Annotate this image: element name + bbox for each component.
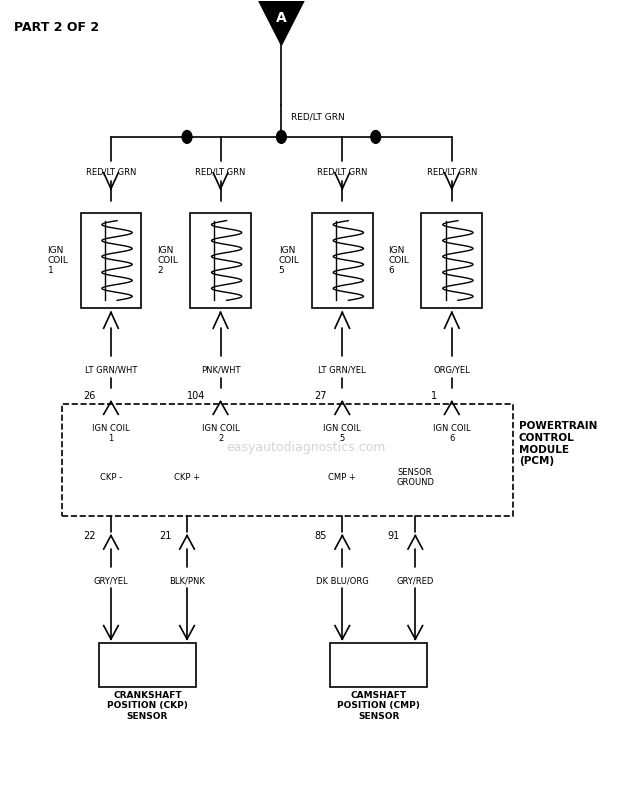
Text: BLK/PNK: BLK/PNK (169, 577, 205, 586)
Text: IGN COIL
2: IGN COIL 2 (201, 424, 239, 443)
Text: 21: 21 (159, 530, 172, 541)
Text: CAMSHAFT
POSITION (CMP)
SENSOR: CAMSHAFT POSITION (CMP) SENSOR (337, 691, 420, 721)
Text: ORG/YEL: ORG/YEL (433, 366, 470, 374)
Text: LT GRN/WHT: LT GRN/WHT (85, 366, 137, 374)
Circle shape (371, 130, 381, 143)
Text: PART 2 OF 2: PART 2 OF 2 (14, 22, 99, 34)
Text: 22: 22 (83, 530, 96, 541)
Text: RED/LT GRN: RED/LT GRN (86, 167, 136, 176)
Bar (421, 213, 482, 308)
Polygon shape (254, 0, 309, 46)
Circle shape (276, 130, 286, 143)
Bar (190, 213, 251, 308)
Text: CKP +: CKP + (174, 473, 200, 482)
Text: CMP +: CMP + (328, 473, 356, 482)
Text: IGN
COIL
5: IGN COIL 5 (279, 246, 300, 275)
Text: SENSOR
GROUND: SENSOR GROUND (396, 468, 434, 487)
Text: LT GRN/YEL: LT GRN/YEL (318, 366, 366, 374)
Circle shape (182, 130, 192, 143)
Text: 27: 27 (315, 391, 327, 401)
Bar (80, 213, 142, 308)
Text: POWERTRAIN
CONTROL
MODULE
(PCM): POWERTRAIN CONTROL MODULE (PCM) (519, 422, 597, 466)
Text: IGN
COIL
1: IGN COIL 1 (48, 246, 69, 275)
Text: 1: 1 (431, 391, 436, 401)
Text: GRY/RED: GRY/RED (397, 577, 434, 586)
Text: GRY/YEL: GRY/YEL (94, 577, 129, 586)
Text: easyautodiagnostics.com: easyautodiagnostics.com (226, 442, 386, 454)
Text: IGN
COIL
2: IGN COIL 2 (157, 246, 178, 275)
Text: 104: 104 (187, 391, 205, 401)
Text: IGN COIL
1: IGN COIL 1 (92, 424, 130, 443)
Text: IGN COIL
6: IGN COIL 6 (433, 424, 471, 443)
Bar (330, 643, 428, 687)
Text: IGN COIL
5: IGN COIL 5 (323, 424, 361, 443)
Text: 26: 26 (83, 391, 96, 401)
Text: RED/LT GRN: RED/LT GRN (290, 113, 344, 122)
Text: DK BLU/ORG: DK BLU/ORG (316, 577, 368, 586)
Bar (312, 213, 373, 308)
Text: PNK/WHT: PNK/WHT (201, 366, 240, 374)
Text: RED/LT GRN: RED/LT GRN (317, 167, 368, 176)
Text: RED/LT GRN: RED/LT GRN (195, 167, 246, 176)
Text: CKP -: CKP - (100, 473, 122, 482)
Text: CRANKSHAFT
POSITION (CKP)
SENSOR: CRANKSHAFT POSITION (CKP) SENSOR (107, 691, 188, 721)
Text: 85: 85 (315, 530, 327, 541)
Bar (99, 643, 196, 687)
Text: IGN
COIL
6: IGN COIL 6 (388, 246, 409, 275)
Text: 91: 91 (388, 530, 400, 541)
Text: RED/LT GRN: RED/LT GRN (426, 167, 477, 176)
Text: A: A (276, 11, 287, 26)
Bar (62, 404, 513, 515)
